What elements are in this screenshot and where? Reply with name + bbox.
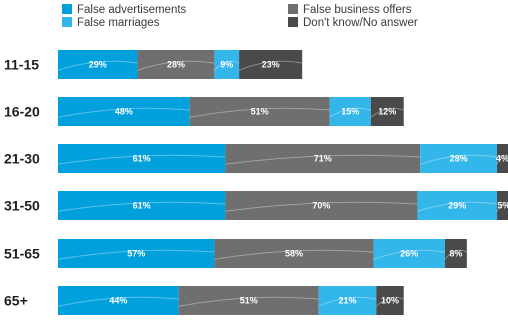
data-label: 5% — [497, 201, 508, 211]
bar-highlight — [178, 296, 319, 307]
bar-rows: 11-15 29% 28% 9% 23% 16-20 48% 51% 15% 12% 21-30 61… — [4, 50, 508, 315]
bar-highlight — [370, 107, 404, 118]
bar-highlight — [225, 201, 418, 212]
bar-highlight — [496, 154, 508, 165]
bar-segment — [58, 97, 190, 126]
bar-highlight — [137, 60, 215, 71]
data-label: 58% — [285, 249, 303, 259]
category-label: 21-30 — [4, 151, 40, 167]
bar-row: 51-65 57% 58% 26% 8% — [4, 239, 468, 268]
bar-highlight — [496, 201, 508, 212]
data-label: 57% — [127, 249, 145, 259]
bar-highlight — [57, 296, 179, 307]
data-label: 12% — [378, 107, 396, 117]
bar-highlight — [189, 107, 330, 118]
data-label: 21% — [338, 296, 356, 306]
bar-segment — [373, 239, 445, 268]
bar-segment — [214, 239, 374, 268]
legend-swatch — [288, 17, 298, 27]
data-label: 4% — [496, 154, 508, 164]
data-label: 71% — [314, 154, 332, 164]
bar-row: 16-20 48% 51% 15% 12% — [4, 97, 404, 126]
bar-highlight — [375, 296, 404, 307]
data-label: 51% — [251, 107, 269, 117]
bar-segment — [444, 239, 467, 268]
legend-swatch — [62, 4, 72, 14]
bar-segment — [239, 50, 303, 79]
bar-highlight — [214, 60, 240, 71]
bar-segment — [225, 144, 421, 173]
bar-highlight — [417, 201, 498, 212]
bar-highlight — [57, 201, 226, 212]
bar-segment — [318, 286, 377, 315]
bar-highlight — [57, 107, 190, 118]
category-label: 11-15 — [4, 57, 39, 73]
bar-segment — [214, 50, 240, 79]
data-label: 61% — [133, 201, 151, 211]
bar-segment — [58, 144, 226, 173]
data-label: 9% — [220, 60, 233, 70]
legend-label: False business offers — [303, 4, 412, 16]
bar-highlight — [318, 296, 377, 307]
bar-row: 65+ 44% 51% 21% 10% — [4, 286, 404, 315]
category-label: 31-50 — [4, 198, 40, 214]
bar-segment — [420, 144, 498, 173]
bar-segment — [189, 97, 330, 126]
data-label: 51% — [240, 296, 258, 306]
bar-segment — [178, 286, 319, 315]
data-label: 28% — [450, 154, 468, 164]
legend-swatch — [62, 17, 72, 27]
bar-row: 31-50 61% 70% 29% 5% — [4, 191, 508, 220]
bar-highlight — [238, 60, 303, 71]
bar-segment — [58, 286, 179, 315]
bar-segment — [137, 50, 215, 79]
data-label: 26% — [400, 249, 418, 259]
bar-highlight — [57, 249, 215, 260]
bar-segment — [370, 97, 404, 126]
bar-highlight — [444, 249, 468, 260]
legend-label: False advertisements — [77, 4, 187, 16]
legend-label: Don't know/No answer — [303, 17, 418, 29]
bar-segment — [497, 144, 508, 173]
bar-highlight — [214, 249, 374, 260]
bar-highlight — [420, 154, 498, 165]
bar-highlight — [373, 249, 445, 260]
bar-segment — [376, 286, 404, 315]
bar-segment — [329, 97, 371, 126]
bar-segment — [497, 191, 508, 220]
bar-highlight — [225, 154, 421, 165]
data-label: 29% — [448, 201, 466, 211]
data-label: 61% — [133, 154, 151, 164]
data-label: 10% — [381, 296, 399, 306]
category-label: 65+ — [4, 293, 28, 309]
category-label: 16-20 — [4, 104, 40, 120]
legend-swatch — [288, 4, 298, 14]
category-label: 51-65 — [4, 246, 40, 262]
data-label: 8% — [449, 249, 462, 259]
bar-row: 11-15 29% 28% 9% 23% — [4, 50, 303, 79]
data-label: 70% — [312, 201, 330, 211]
data-label: 28% — [167, 60, 185, 70]
bar-segment — [225, 191, 418, 220]
bar-segment — [58, 191, 226, 220]
bar-segment — [58, 50, 138, 79]
bar-highlight — [329, 107, 371, 118]
data-label: 48% — [115, 107, 133, 117]
data-label: 15% — [341, 107, 359, 117]
bar-segment — [58, 239, 215, 268]
bar-segment — [417, 191, 498, 220]
bar-highlight — [57, 60, 138, 71]
data-label: 29% — [89, 60, 107, 70]
bar-row: 21-30 61% 71% 28% 4% — [4, 144, 508, 173]
legend-label: False marriages — [77, 17, 160, 29]
data-label: 44% — [109, 296, 127, 306]
data-label: 23% — [262, 60, 280, 70]
bar-highlight — [57, 154, 226, 165]
